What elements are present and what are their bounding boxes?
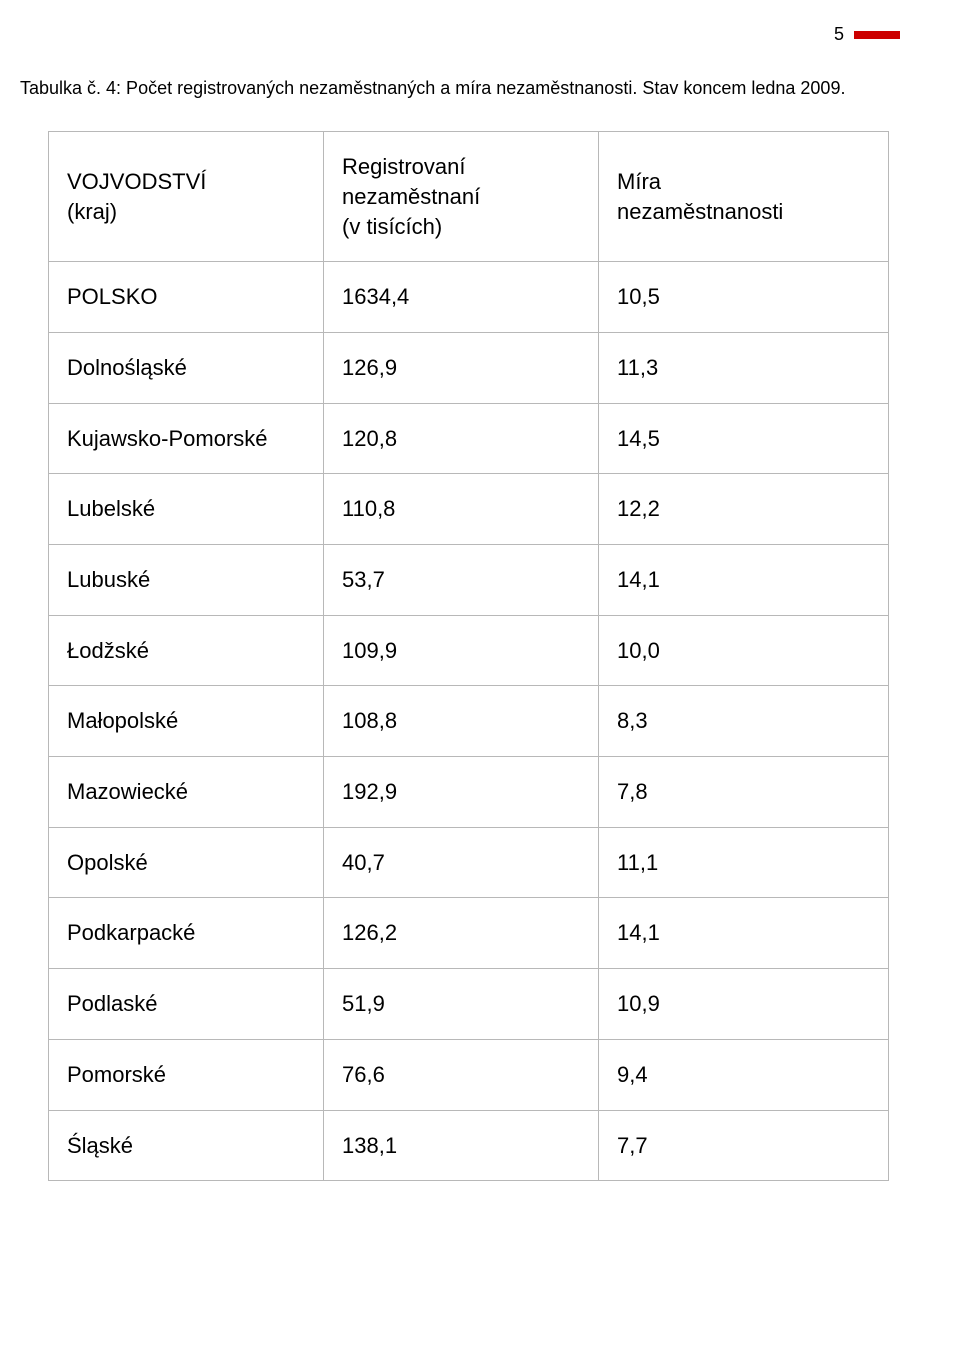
cell-rate: 7,8 [599,757,889,828]
cell-rate: 8,3 [599,686,889,757]
cell-rate: 10,9 [599,969,889,1040]
cell-region: Łodžské [49,615,324,686]
cell-rate: 14,5 [599,403,889,474]
table-row: Mazowiecké 192,9 7,8 [49,757,889,828]
cell-rate: 12,2 [599,474,889,545]
cell-region: Podkarpacké [49,898,324,969]
cell-registered: 138,1 [324,1110,599,1181]
cell-region: Pomorské [49,1039,324,1110]
cell-registered: 126,9 [324,332,599,403]
cell-registered: 109,9 [324,615,599,686]
table-row: Dolnośląské 126,9 11,3 [49,332,889,403]
cell-rate: 14,1 [599,898,889,969]
table-row: Śląské 138,1 7,7 [49,1110,889,1181]
cell-rate: 10,0 [599,615,889,686]
table-row: Łodžské 109,9 10,0 [49,615,889,686]
table-row: Opolské 40,7 11,1 [49,827,889,898]
cell-registered: 120,8 [324,403,599,474]
page: 5 Tabulka č. 4: Počet registrovaných nez… [0,0,960,1351]
cell-rate: 11,3 [599,332,889,403]
col-header-region: VOJVODSTVÍ(kraj) [49,132,324,262]
data-table: VOJVODSTVÍ(kraj) Registrovanínezaměstnan… [48,131,889,1181]
table-header-row: VOJVODSTVÍ(kraj) Registrovanínezaměstnan… [49,132,889,262]
table-row: Pomorské 76,6 9,4 [49,1039,889,1110]
table-row: POLSKO 1634,4 10,5 [49,262,889,333]
cell-rate: 11,1 [599,827,889,898]
cell-registered: 192,9 [324,757,599,828]
cell-rate: 9,4 [599,1039,889,1110]
cell-registered: 110,8 [324,474,599,545]
page-header: 5 [834,24,900,45]
col-header-rate: Míranezaměstnanosti [599,132,889,262]
table-row: Podkarpacké 126,2 14,1 [49,898,889,969]
table-caption: Tabulka č. 4: Počet registrovaných nezam… [20,76,900,101]
table-row: Małopolské 108,8 8,3 [49,686,889,757]
cell-registered: 126,2 [324,898,599,969]
table-row: Podlaské 51,9 10,9 [49,969,889,1040]
cell-region: Lubuské [49,545,324,616]
accent-bar [854,31,900,39]
cell-registered: 1634,4 [324,262,599,333]
cell-registered: 40,7 [324,827,599,898]
cell-region: Podlaské [49,969,324,1040]
table-row: Lubelské 110,8 12,2 [49,474,889,545]
cell-registered: 51,9 [324,969,599,1040]
page-number: 5 [834,24,844,45]
cell-region: Śląské [49,1110,324,1181]
cell-region: Małopolské [49,686,324,757]
cell-registered: 53,7 [324,545,599,616]
cell-region: Kujawsko-Pomorské [49,403,324,474]
col-header-registered: Registrovanínezaměstnaní(v tisících) [324,132,599,262]
table-row: Kujawsko-Pomorské 120,8 14,5 [49,403,889,474]
cell-region: Dolnośląské [49,332,324,403]
cell-rate: 7,7 [599,1110,889,1181]
cell-region: POLSKO [49,262,324,333]
cell-registered: 76,6 [324,1039,599,1110]
cell-region: Mazowiecké [49,757,324,828]
cell-region: Lubelské [49,474,324,545]
cell-registered: 108,8 [324,686,599,757]
cell-region: Opolské [49,827,324,898]
cell-rate: 14,1 [599,545,889,616]
cell-rate: 10,5 [599,262,889,333]
table-row: Lubuské 53,7 14,1 [49,545,889,616]
